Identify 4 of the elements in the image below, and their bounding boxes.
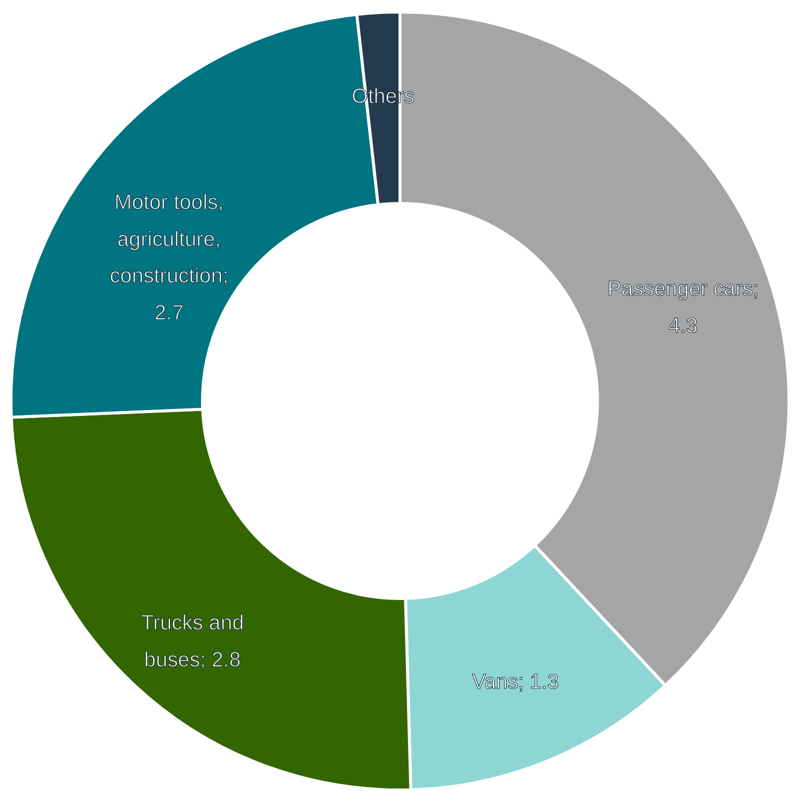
slice-label: Vans; 1.3 xyxy=(472,670,559,694)
slice-label: Trucks and buses; 2.8 xyxy=(141,611,244,672)
slice-label: Passenger cars; 4.3 xyxy=(607,277,759,338)
slice-label: Motor tools, agriculture, construction; 2.7 xyxy=(110,190,228,325)
